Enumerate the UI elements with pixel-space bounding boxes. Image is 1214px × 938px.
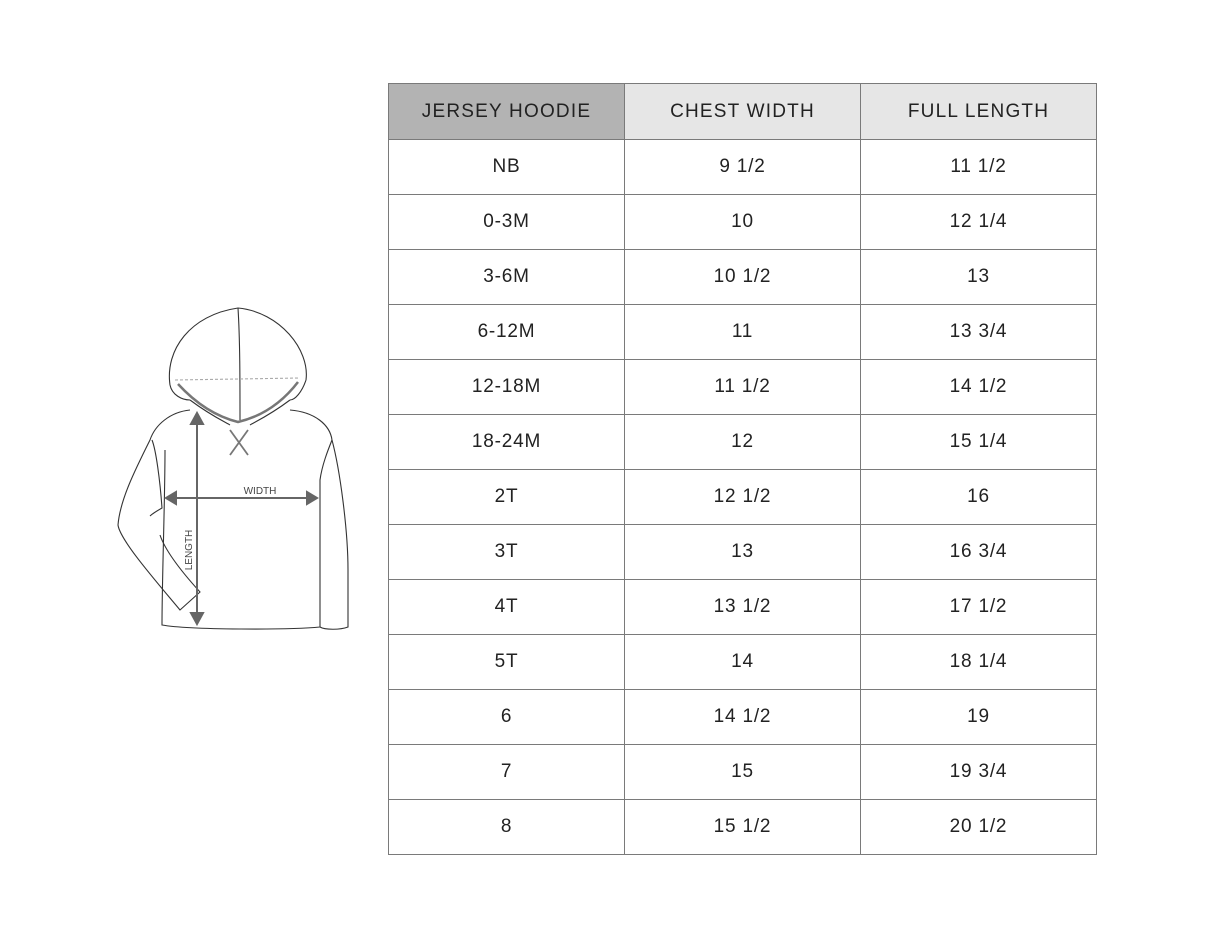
table-row: 3-6M 10 1/2 13: [388, 249, 1097, 305]
full-length-cell: 12 1/4: [860, 194, 1097, 250]
table-row: 0-3M 10 12 1/4: [388, 194, 1097, 250]
chest-width-cell: 14: [624, 634, 861, 690]
header-product: JERSEY HOODIE: [388, 83, 625, 140]
chest-width-cell: 13 1/2: [624, 579, 861, 635]
chest-width-cell: 11 1/2: [624, 359, 861, 415]
table-row: 8 15 1/2 20 1/2: [388, 799, 1097, 855]
full-length-cell: 14 1/2: [860, 359, 1097, 415]
table-row: 7 15 19 3/4: [388, 744, 1097, 800]
chest-width-cell: 15: [624, 744, 861, 800]
width-label: WIDTH: [244, 486, 277, 497]
full-length-cell: 20 1/2: [860, 799, 1097, 855]
full-length-cell: 13 3/4: [860, 304, 1097, 360]
full-length-cell: 16 3/4: [860, 524, 1097, 580]
table-row: 3T 13 16 3/4: [388, 524, 1097, 580]
full-length-cell: 11 1/2: [860, 139, 1097, 195]
size-cell: 0-3M: [388, 194, 625, 250]
table-row: 6-12M 11 13 3/4: [388, 304, 1097, 360]
table-row: 4T 13 1/2 17 1/2: [388, 579, 1097, 635]
table-row: 5T 14 18 1/4: [388, 634, 1097, 690]
full-length-cell: 13: [860, 249, 1097, 305]
size-cell: 12-18M: [388, 359, 625, 415]
size-cell: 6: [388, 689, 625, 745]
full-length-cell: 16: [860, 469, 1097, 525]
length-label: LENGTH: [184, 530, 195, 571]
full-length-cell: 17 1/2: [860, 579, 1097, 635]
full-length-cell: 15 1/4: [860, 414, 1097, 470]
chest-width-cell: 9 1/2: [624, 139, 861, 195]
size-chart-table: JERSEY HOODIE CHEST WIDTH FULL LENGTH NB…: [388, 83, 1097, 855]
size-cell: NB: [388, 139, 625, 195]
chest-width-cell: 12 1/2: [624, 469, 861, 525]
full-length-cell: 19: [860, 689, 1097, 745]
size-cell: 18-24M: [388, 414, 625, 470]
chest-width-cell: 10 1/2: [624, 249, 861, 305]
measure-arrows: [164, 410, 319, 627]
size-cell: 4T: [388, 579, 625, 635]
size-cell: 3T: [388, 524, 625, 580]
hoodie-illustration: WIDTH LENGTH: [117, 307, 349, 630]
table-row: 18-24M 12 15 1/4: [388, 414, 1097, 470]
size-cell: 6-12M: [388, 304, 625, 360]
size-cell: 7: [388, 744, 625, 800]
size-cell: 2T: [388, 469, 625, 525]
chest-width-cell: 13: [624, 524, 861, 580]
size-cell: 8: [388, 799, 625, 855]
table-header-row: JERSEY HOODIE CHEST WIDTH FULL LENGTH: [388, 83, 1097, 140]
chest-width-cell: 12: [624, 414, 861, 470]
chest-width-cell: 11: [624, 304, 861, 360]
chest-width-cell: 14 1/2: [624, 689, 861, 745]
size-cell: 3-6M: [388, 249, 625, 305]
header-chest-width: CHEST WIDTH: [624, 83, 861, 140]
full-length-cell: 18 1/4: [860, 634, 1097, 690]
table-row: 12-18M 11 1/2 14 1/2: [388, 359, 1097, 415]
chest-width-cell: 10: [624, 194, 861, 250]
table-row: 2T 12 1/2 16: [388, 469, 1097, 525]
full-length-cell: 19 3/4: [860, 744, 1097, 800]
hoodie-outline: [117, 307, 349, 630]
table-row: 6 14 1/2 19: [388, 689, 1097, 745]
table-row: NB 9 1/2 11 1/2: [388, 139, 1097, 195]
header-full-length: FULL LENGTH: [860, 83, 1097, 140]
chest-width-cell: 15 1/2: [624, 799, 861, 855]
size-cell: 5T: [388, 634, 625, 690]
